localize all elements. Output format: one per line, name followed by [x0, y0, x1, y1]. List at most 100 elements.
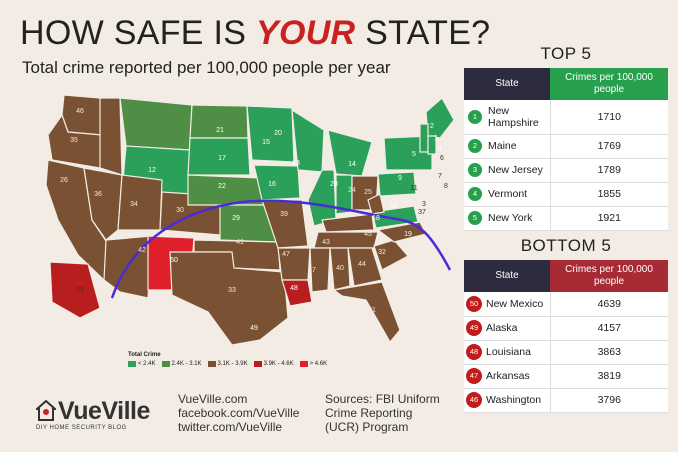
logo-tagline: DIY HOME SECURITY BLOG: [36, 425, 127, 431]
state-alabama: [329, 247, 351, 291]
state-name: Alaska: [486, 322, 518, 334]
us-crime-map: 4635263634425030122122291720151613394133…: [45, 94, 455, 346]
map-label: 2: [430, 123, 434, 130]
map-label: 34: [130, 201, 138, 208]
row-value: 3863: [549, 340, 668, 365]
bottom5-table: State Crimes per 100,000 people 50 New Me…: [464, 260, 668, 413]
map-label: 43: [322, 239, 330, 246]
legend-title: Total Crime: [128, 352, 161, 358]
map-label: 12: [148, 167, 156, 174]
table-row: 5 New York 1921: [464, 206, 668, 231]
map-label: 17: [218, 155, 226, 162]
rank-badge: 48: [466, 344, 482, 360]
legend-item: 3.9K - 4.6K: [253, 361, 294, 367]
legend-swatch: [128, 361, 136, 367]
map-regions: [45, 94, 455, 346]
table-row: 3 New Jersey 1789: [464, 158, 668, 183]
row-state: 47 Arkansas: [464, 364, 550, 389]
bottom5-panel: BOTTOM 5 State Crimes per 100,000 people…: [464, 236, 668, 413]
map-labels: 4635263634425030122122291720151613394133…: [60, 108, 448, 332]
row-state: 5 New York: [464, 206, 550, 231]
state-louisiana: [281, 279, 313, 307]
map-label: 28: [330, 181, 338, 188]
state-minnesota: [246, 105, 295, 163]
top5-table: State Crimes per 100,000 people 1 New Ham…: [464, 68, 668, 231]
state-nevada: [83, 167, 123, 241]
map-label: 21: [216, 127, 224, 134]
rank-badge: 5: [468, 211, 482, 225]
row-state: 1 New Hampshire: [464, 100, 550, 135]
top5-header-value: Crimes per 100,000 people: [550, 68, 668, 100]
state-name: Vermont: [488, 188, 528, 200]
state-michigan: [327, 129, 373, 177]
map-label: 5: [412, 151, 416, 158]
vueville-logo: VueVille DIY HOME SECURITY BLOG: [36, 398, 150, 431]
page-title: HOW SAFE IS YOUR STATE?: [20, 14, 490, 53]
map-label: 41: [236, 239, 244, 246]
top5-title: TOP 5: [540, 44, 592, 63]
state-south-dakota: [187, 137, 251, 176]
logo-text: VueVille: [58, 397, 150, 425]
map-label: 7: [438, 173, 442, 180]
legend-item: 2.4K - 3.1K: [161, 361, 202, 367]
map-label: 23: [76, 287, 84, 294]
table-row: 48 Louisiana 3863: [464, 340, 668, 365]
row-state: 3 New Jersey: [464, 158, 550, 183]
table-row: 2 Maine 1769: [464, 134, 668, 159]
footer-links: VueVille.com facebook.com/VueVille twitt…: [178, 392, 299, 434]
link-twitter[interactable]: twitter.com/VueVille: [178, 420, 283, 434]
row-value: 3796: [549, 388, 668, 413]
state-maine: [425, 97, 455, 139]
state-montana: [119, 97, 193, 151]
state-texas: [169, 251, 289, 346]
table-row: 49 Alaska 4157: [464, 316, 668, 341]
rank-badge: 47: [466, 368, 482, 384]
state-idaho: [99, 97, 123, 176]
bottom5-title: BOTTOM 5: [520, 236, 612, 255]
map-label: 30: [176, 207, 184, 214]
map-label: 48: [290, 285, 298, 292]
row-state: 48 Louisiana: [464, 340, 550, 365]
title-part2: STATE?: [355, 14, 491, 52]
map-label: 20: [274, 130, 282, 137]
map-label: 50: [170, 257, 178, 264]
footer-source: Sources: FBI Uniform Crime Reporting (UC…: [325, 392, 440, 434]
map-label: 10: [390, 203, 398, 210]
state-washington: [61, 94, 103, 136]
divider-curve: [110, 199, 452, 299]
map-label: 3: [422, 201, 426, 208]
link-website[interactable]: VueVille.com: [178, 392, 248, 406]
top5-header-state: State: [464, 68, 550, 100]
state-name: Maine: [488, 140, 517, 152]
row-state: 49 Alaska: [464, 316, 550, 341]
bottom5-header-state: State: [464, 260, 550, 292]
map-label: 24: [348, 187, 356, 194]
rank-badge: 4: [468, 187, 482, 201]
state-name: Louisiana: [486, 346, 531, 358]
row-state: 50 New Mexico: [464, 292, 550, 317]
link-facebook[interactable]: facebook.com/VueVille: [178, 406, 300, 420]
map-label: 16: [268, 181, 276, 188]
title-part1: HOW SAFE IS: [20, 14, 256, 52]
map-label: 13: [292, 160, 300, 167]
state-florida: [332, 281, 401, 344]
state-name: New Mexico: [486, 297, 544, 310]
map-label: 18: [372, 215, 380, 222]
legend-label: 2.4K - 3.1K: [171, 361, 202, 367]
map-label: 39: [280, 211, 288, 218]
legend-swatch: [207, 361, 216, 367]
map-label: 27: [308, 267, 316, 274]
legend-item: > 4.6K: [299, 361, 327, 367]
table-row: 46 Washington 3796: [464, 388, 668, 413]
rank-badge: 1: [468, 109, 482, 124]
row-value: 1769: [549, 134, 668, 159]
map-label: 15: [262, 139, 270, 146]
map-label: 9: [398, 175, 402, 182]
row-state: 46 Washington: [464, 388, 550, 413]
map-divider-line: [110, 199, 452, 299]
map-label: 40: [336, 265, 344, 272]
title-highlight: YOUR: [255, 14, 356, 52]
table-row: 47 Arkansas 3819: [464, 364, 668, 389]
map-label: 49: [250, 325, 258, 332]
map-label: 45: [364, 231, 372, 238]
